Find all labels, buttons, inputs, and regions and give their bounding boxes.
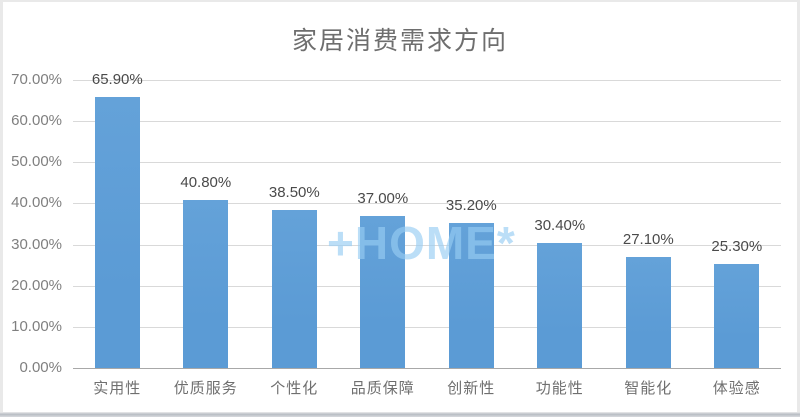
x-axis-line (73, 368, 781, 369)
bar-value-label: 40.80% (180, 174, 232, 192)
y-axis-tick-label: 20.00% (11, 276, 62, 294)
gridline (73, 121, 781, 123)
x-axis-category-label: 品质保障 (350, 380, 415, 397)
x-axis-category-label: 个性化 (270, 380, 319, 397)
bar (625, 256, 671, 368)
bar-value-label: 27.10% (622, 230, 674, 248)
bar (94, 96, 140, 368)
frame-edge-top (0, 0, 800, 2)
bar-value-label: 38.50% (268, 183, 320, 201)
gridline (73, 203, 781, 205)
gridline (73, 244, 781, 246)
x-axis-category-label: 智能化 (624, 380, 673, 397)
x-axis-category-label: 体验感 (712, 380, 761, 397)
bar (183, 200, 229, 368)
frame-edge-left (0, 0, 3, 417)
gridline (73, 285, 781, 287)
gridline (73, 326, 781, 328)
bar (360, 215, 406, 368)
y-axis-tick-label: 30.00% (11, 235, 62, 253)
x-axis-category-label: 创新性 (447, 380, 496, 397)
bar (448, 223, 494, 368)
bar (714, 263, 760, 368)
bar-value-label: 30.40% (534, 216, 586, 234)
y-axis-tick-label: 50.00% (11, 153, 62, 171)
y-axis-tick-label: 10.00% (11, 317, 62, 335)
chart-title: 家居消费需求方向 (291, 27, 508, 55)
y-axis-tick-label: 60.00% (11, 112, 62, 130)
frame-edge-right (797, 0, 800, 417)
y-axis-tick-label: 40.00% (11, 194, 62, 212)
y-axis-tick-label: 0.00% (19, 359, 62, 376)
bar (271, 209, 317, 368)
x-axis-category-label: 优质服务 (173, 380, 238, 397)
bar (537, 242, 583, 368)
bar-value-label: 25.30% (711, 237, 763, 255)
x-axis-category-label: 功能性 (535, 380, 584, 397)
bar-value-label: 65.90% (91, 70, 143, 88)
gridline (73, 80, 781, 81)
bar-value-label: 37.00% (357, 189, 409, 207)
x-axis-category-label: 实用性 (93, 380, 142, 397)
bar-value-label: 35.20% (445, 197, 497, 215)
frame-bottom-strip (0, 412, 800, 417)
gridline (73, 162, 781, 164)
y-axis-tick-label: 70.00% (11, 71, 62, 88)
